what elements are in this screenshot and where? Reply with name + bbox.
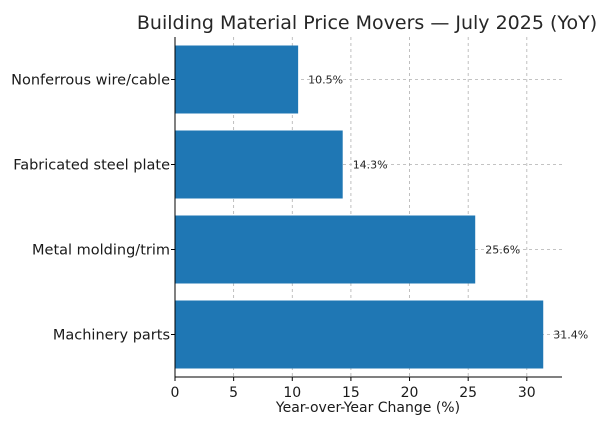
x-tick-label: 20 — [401, 385, 419, 401]
category-label: Machinery parts — [53, 328, 170, 344]
bars — [175, 45, 544, 369]
data-label: 10.5% — [308, 74, 343, 87]
x-tick-labels: 0 5 10 15 20 25 30 — [171, 79, 536, 401]
x-tick-label: 30 — [518, 385, 536, 401]
bar — [175, 300, 544, 369]
x-tick-label: 25 — [459, 385, 477, 401]
data-labels: 31.4% 25.6% 14.3% 10.5% — [308, 74, 588, 342]
category-label: Fabricated steel plate — [13, 158, 170, 174]
category-label: Nonferrous wire/cable — [11, 73, 170, 89]
data-label: 14.3% — [353, 159, 388, 172]
data-label: 25.6% — [485, 244, 520, 257]
category-label: Metal molding/trim — [32, 243, 170, 259]
x-axis-label: Year-over-Year Change (%) — [275, 400, 460, 416]
data-label: 31.4% — [553, 329, 588, 342]
x-tick-label: 0 — [171, 385, 180, 401]
chart-title: Building Material Price Movers — July 20… — [137, 12, 597, 34]
bar — [175, 130, 343, 199]
x-tick-label: 10 — [283, 385, 301, 401]
bar — [175, 215, 476, 284]
category-labels: Machinery parts Metal molding/trim Fabrica… — [11, 73, 170, 344]
x-tick-label: 15 — [342, 385, 360, 401]
bar — [175, 45, 299, 114]
x-tick-label: 5 — [229, 385, 238, 401]
